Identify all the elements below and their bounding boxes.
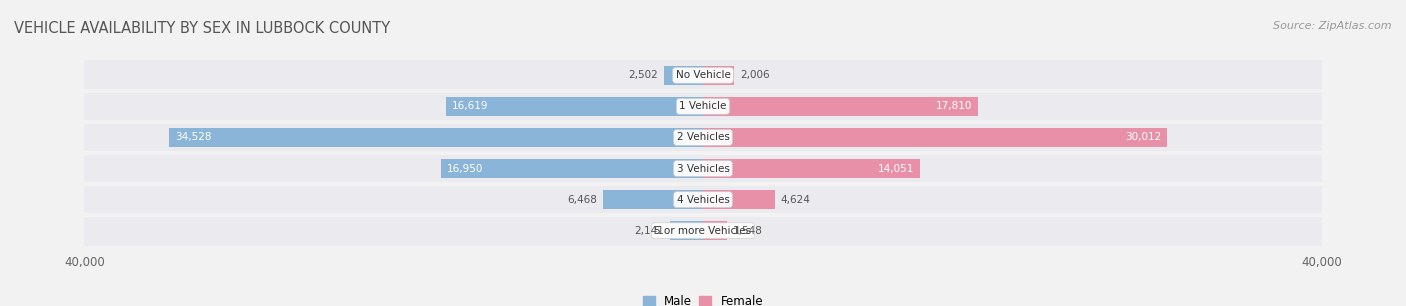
Bar [441, 159, 703, 178]
Bar [446, 97, 703, 116]
Text: 2,141: 2,141 [634, 226, 664, 236]
Text: 34,528: 34,528 [176, 132, 212, 143]
Text: 5 or more Vehicles: 5 or more Vehicles [654, 226, 752, 236]
FancyBboxPatch shape [84, 154, 1322, 184]
Bar [703, 221, 727, 240]
Text: 30,012: 30,012 [1125, 132, 1161, 143]
Bar [703, 128, 1167, 147]
Text: 4,624: 4,624 [780, 195, 811, 205]
Bar [703, 190, 775, 209]
Text: 6,468: 6,468 [567, 195, 596, 205]
Text: 16,950: 16,950 [447, 163, 484, 174]
FancyBboxPatch shape [84, 91, 1322, 121]
FancyBboxPatch shape [84, 185, 1322, 215]
Text: 2,006: 2,006 [740, 70, 770, 80]
FancyBboxPatch shape [84, 216, 1322, 246]
Text: 3 Vehicles: 3 Vehicles [676, 163, 730, 174]
FancyBboxPatch shape [84, 60, 1322, 90]
Text: 1 Vehicle: 1 Vehicle [679, 101, 727, 111]
Text: 4 Vehicles: 4 Vehicles [676, 195, 730, 205]
Bar [703, 159, 921, 178]
Bar [603, 190, 703, 209]
Bar [169, 128, 703, 147]
Text: 1,548: 1,548 [733, 226, 763, 236]
Text: 2 Vehicles: 2 Vehicles [676, 132, 730, 143]
Text: Source: ZipAtlas.com: Source: ZipAtlas.com [1274, 21, 1392, 32]
Text: 2,502: 2,502 [628, 70, 658, 80]
Bar [669, 221, 703, 240]
Text: No Vehicle: No Vehicle [675, 70, 731, 80]
Bar [664, 66, 703, 85]
FancyBboxPatch shape [84, 122, 1322, 152]
Text: VEHICLE AVAILABILITY BY SEX IN LUBBOCK COUNTY: VEHICLE AVAILABILITY BY SEX IN LUBBOCK C… [14, 21, 391, 36]
Text: 14,051: 14,051 [877, 163, 914, 174]
Bar [703, 97, 979, 116]
Legend: Male, Female: Male, Female [643, 295, 763, 306]
Text: 17,810: 17,810 [936, 101, 973, 111]
Text: 16,619: 16,619 [453, 101, 489, 111]
Bar [703, 66, 734, 85]
